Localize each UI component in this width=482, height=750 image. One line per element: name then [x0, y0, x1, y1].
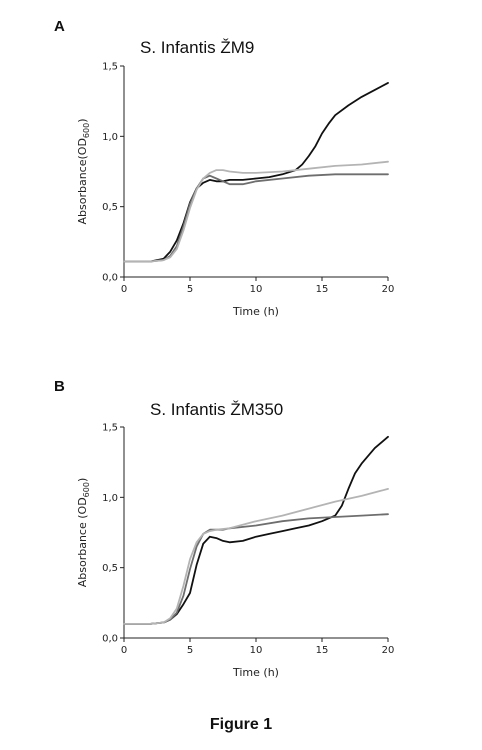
panel-b-x-tick-label: 15	[316, 645, 329, 656]
panel-b-series-line-1	[123, 435, 389, 625]
panel-b-x-tick-label: 0	[121, 645, 127, 656]
figure-caption: Figure 1	[209, 716, 273, 733]
panel-a-series-line-2	[123, 173, 389, 263]
panel-a-series-line-3	[123, 160, 389, 263]
panel-b-x-tick-label: 20	[382, 645, 395, 656]
panel-a-y-tick-label: 0,5	[102, 202, 118, 213]
panel-a-y-axis-label: Absorbance(OD600)	[76, 119, 91, 225]
panel-b-x-axis-label: Time (h)	[232, 666, 279, 679]
panel-a-x-tick-label: 0	[121, 284, 127, 295]
panel-b-letter: B	[54, 378, 65, 395]
panel-a-letter: A	[54, 18, 65, 35]
panel-b-x-tick-label: 5	[187, 645, 193, 656]
panel-a-y-tick-label: 0,0	[102, 273, 118, 284]
panel-a-y-tick-label: 1,5	[102, 62, 118, 73]
panel-a-x-tick-label: 20	[382, 284, 395, 295]
panel-a-series-line-1	[123, 82, 389, 263]
panel-b-y-tick-label: 0,5	[102, 563, 118, 574]
panel-b-title: S. Infantis ŽM350	[150, 400, 284, 419]
panel-a-y-tick-label: 1,0	[102, 132, 118, 143]
panel-a-x-axis-label: Time (h)	[232, 305, 279, 318]
panel-a-x-tick-label: 10	[250, 284, 263, 295]
panel-b-y-axis-label: Absorbance (OD600)	[76, 478, 91, 588]
panel-b-series-line-3	[123, 488, 389, 625]
panel-b-x-tick-label: 10	[250, 645, 263, 656]
panel-b-series-line-2	[123, 513, 389, 625]
panel-b-y-tick-label: 1,0	[102, 493, 118, 504]
panel-a-x-tick-label: 15	[316, 284, 329, 295]
panel-a-title: S. Infantis ŽM9	[140, 38, 255, 57]
panel-a-x-tick-label: 5	[187, 284, 193, 295]
panel-b-y-tick-label: 0,0	[102, 634, 118, 645]
panel-b-y-tick-label: 1,5	[102, 423, 118, 434]
